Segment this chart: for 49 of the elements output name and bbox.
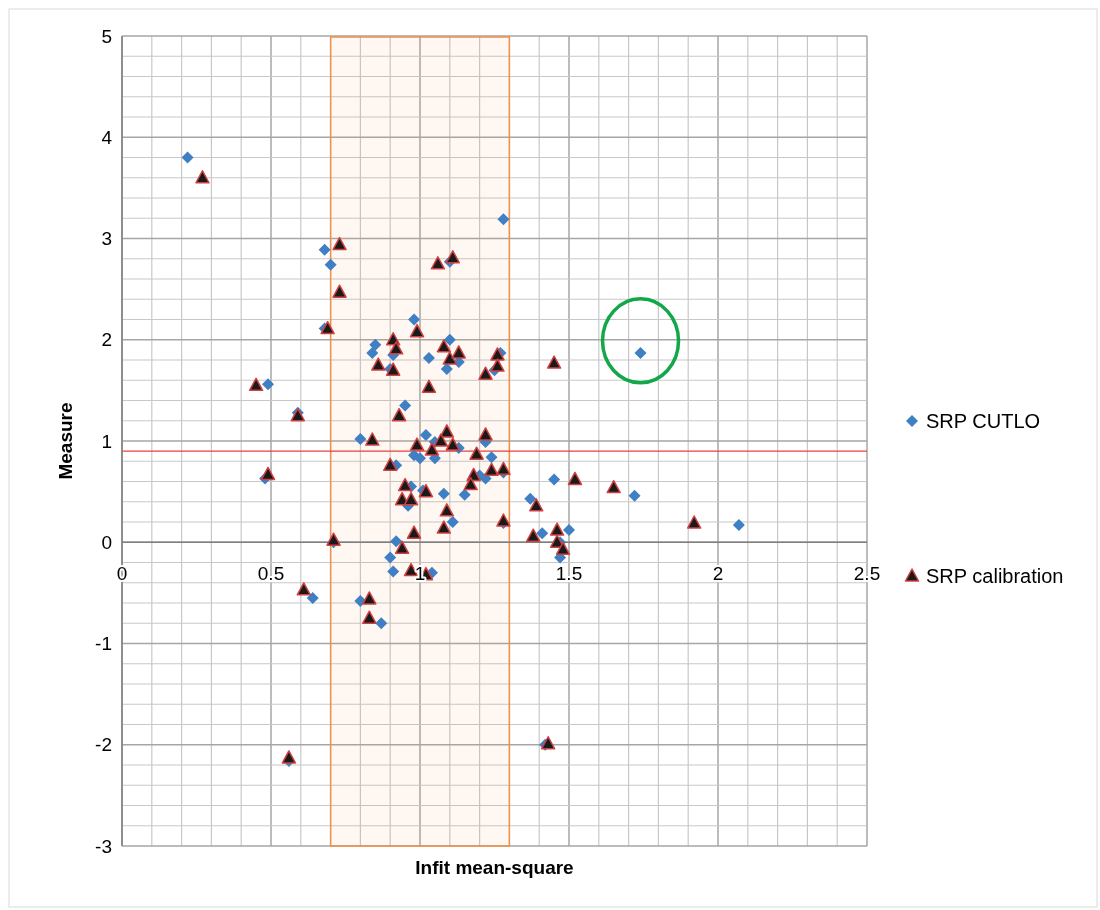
point	[390, 535, 403, 548]
point	[628, 489, 641, 502]
point	[408, 313, 421, 326]
point	[419, 428, 432, 441]
point	[732, 519, 745, 532]
point	[414, 452, 426, 465]
point	[548, 473, 561, 486]
y-tick-label: 1	[101, 430, 112, 452]
point	[524, 492, 537, 505]
point	[399, 399, 412, 412]
point	[375, 617, 388, 630]
point	[369, 338, 382, 351]
point	[563, 524, 575, 537]
point	[443, 333, 456, 346]
x-tick-label: 1.5	[555, 563, 583, 585]
x-tick-label: 0.5	[257, 563, 285, 585]
y-axis-title: Measure	[55, 402, 76, 480]
point	[485, 451, 498, 464]
point	[536, 527, 549, 540]
y-tick-label: -3	[95, 835, 112, 857]
y-tick-label: -1	[95, 633, 112, 655]
point	[634, 346, 647, 359]
y-tick-label: 3	[101, 228, 112, 250]
y-tick-label: 5	[101, 25, 112, 47]
point	[387, 565, 400, 578]
point	[422, 351, 435, 364]
point	[458, 488, 471, 501]
x-tick-label: 2	[712, 563, 724, 585]
point	[437, 487, 450, 500]
point	[384, 551, 397, 564]
point	[306, 591, 319, 604]
point	[318, 243, 331, 256]
point	[366, 346, 379, 359]
y-tick-label: 2	[101, 329, 112, 351]
point	[440, 363, 453, 376]
y-tick-label: -2	[95, 734, 112, 756]
point	[354, 432, 367, 445]
legend-label: SRP calibration	[926, 565, 1064, 587]
y-tick-label: 0	[101, 531, 112, 553]
x-tick-label: 0	[116, 563, 128, 585]
point	[181, 151, 194, 164]
legend-label: SRP CUTLO	[926, 410, 1041, 432]
x-tick-label: 2.5	[853, 563, 881, 585]
point	[324, 258, 337, 271]
point	[497, 213, 510, 226]
x-axis-title: Infit mean-square	[415, 857, 574, 878]
y-tick-label: 4	[101, 126, 113, 148]
point	[446, 516, 459, 528]
point	[262, 378, 275, 391]
